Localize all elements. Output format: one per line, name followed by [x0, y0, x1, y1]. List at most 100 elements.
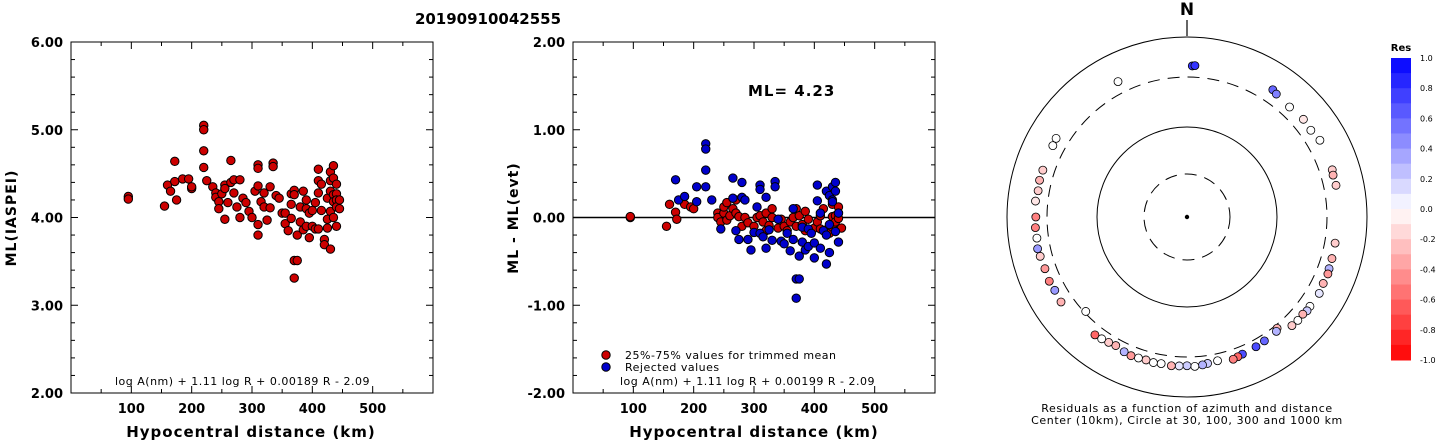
ring-1000km — [1006, 36, 1368, 398]
colorbar-cell — [1391, 163, 1411, 180]
station-point — [1299, 114, 1308, 124]
data-point — [800, 206, 810, 217]
station-point — [1271, 89, 1281, 99]
colorbar-tick-label: -0.4 — [1420, 265, 1436, 274]
data-point — [815, 243, 826, 253]
data-point — [827, 197, 838, 207]
data-point — [803, 214, 813, 224]
data-point — [815, 208, 826, 218]
data-point — [292, 255, 302, 266]
data-point — [202, 175, 212, 186]
data-point — [679, 191, 690, 202]
data-point — [283, 225, 293, 236]
data-point — [298, 186, 308, 196]
y-tick-label: 0.00 — [533, 212, 565, 227]
colorbar-title: Res — [1391, 43, 1411, 54]
x-axis-label: Hypocentral distance (km) — [126, 423, 376, 441]
data-point — [824, 219, 835, 230]
data-point — [170, 176, 180, 187]
data-point — [313, 224, 324, 234]
data-point — [268, 161, 278, 172]
y-axis-ticks: 2.00 3.00 4.00 5.00 6.00 — [31, 36, 433, 402]
station-point — [1090, 330, 1100, 340]
data-point — [625, 211, 636, 222]
station-point — [1166, 361, 1176, 371]
y-tick-label: 2.00 — [533, 36, 565, 51]
station-point — [1044, 276, 1054, 286]
colorbar-tick-label: 0.2 — [1420, 175, 1433, 184]
data-point — [301, 195, 311, 205]
ring-300km — [1046, 76, 1328, 358]
station-point — [1081, 307, 1091, 316]
data-point — [812, 196, 823, 206]
data-point — [728, 173, 738, 183]
x-tick-label: 200 — [680, 402, 707, 417]
data-point — [253, 219, 263, 230]
colorbar-cell — [1391, 133, 1411, 150]
legend-trimmed-marker — [601, 350, 611, 360]
center-dot — [1184, 214, 1190, 220]
data-point — [328, 212, 339, 223]
data-point — [325, 244, 336, 254]
y-axis-label: ML - ML(evt) — [506, 162, 522, 273]
station-point — [1031, 212, 1041, 222]
data-points — [123, 120, 345, 283]
station-point — [1051, 133, 1061, 143]
legend-rejected-label: Rejected values — [625, 361, 720, 374]
data-point — [286, 213, 296, 224]
data-point — [767, 204, 777, 214]
data-point — [752, 202, 762, 212]
station-point — [1190, 361, 1200, 371]
station-point — [1298, 309, 1308, 319]
data-point — [199, 125, 209, 135]
station-point — [1048, 141, 1058, 151]
station-point — [1126, 351, 1136, 361]
data-point — [830, 226, 841, 237]
data-point — [788, 234, 798, 245]
data-point — [770, 182, 780, 192]
station-point — [1033, 186, 1043, 196]
y-tick-label: 4.00 — [31, 212, 63, 227]
residual-distance-chart: -2.00 -1.00 0.00 1.00 2.00 100 200 300 400 500 M… — [506, 36, 936, 441]
data-point — [764, 225, 774, 235]
data-point — [220, 183, 230, 194]
data-point — [220, 214, 230, 224]
colorbar-cell — [1391, 103, 1411, 119]
station-point — [1287, 321, 1297, 331]
data-point — [165, 186, 176, 196]
station-point — [1035, 175, 1044, 185]
colorbar-cell — [1391, 344, 1411, 361]
data-point — [307, 205, 318, 216]
y-tick-label: 2.00 — [31, 387, 63, 402]
station-point — [1050, 285, 1060, 295]
data-point — [229, 188, 239, 198]
data-point — [701, 144, 711, 154]
colorbar-cell — [1391, 58, 1411, 74]
station-point — [1198, 360, 1207, 370]
data-point — [316, 205, 327, 216]
data-point — [809, 238, 820, 248]
data-point — [728, 193, 738, 203]
data-point — [794, 274, 804, 284]
x-tick-label: 300 — [740, 402, 767, 417]
data-point — [701, 165, 711, 175]
data-point — [186, 182, 197, 192]
legend-rejected-marker — [601, 362, 611, 372]
data-point — [691, 182, 702, 192]
data-point — [328, 161, 339, 171]
colorbar-tick-label: -0.6 — [1420, 296, 1436, 305]
data-point — [830, 177, 841, 188]
data-point — [253, 163, 263, 174]
station-point — [1056, 297, 1066, 307]
y-tick-label: -2.00 — [528, 387, 565, 402]
data-point — [812, 180, 823, 190]
station-point — [1323, 269, 1333, 279]
x-axis-ticks: 100 200 300 400 500 — [602, 42, 906, 417]
station-point — [1141, 355, 1151, 365]
colorbar-tick-label: -0.2 — [1420, 235, 1436, 244]
x-axis-ticks: 100 200 300 400 500 — [100, 42, 404, 417]
colorbar-tick-label: -0.8 — [1420, 326, 1436, 335]
colorbar-tick-label: 0.0 — [1420, 205, 1433, 214]
data-point — [809, 253, 820, 263]
data-point — [214, 204, 224, 214]
